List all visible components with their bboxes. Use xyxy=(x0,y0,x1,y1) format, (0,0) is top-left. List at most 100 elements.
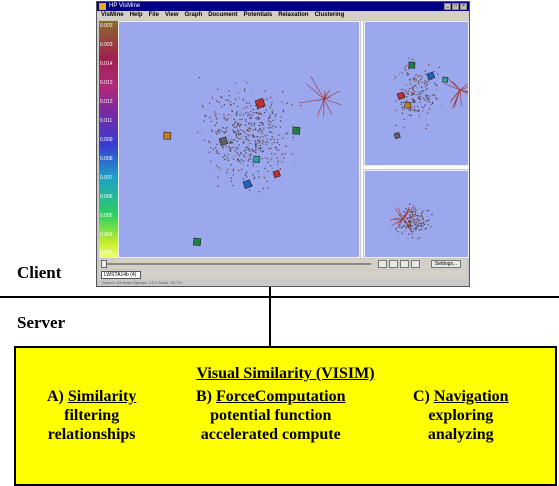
point-marker xyxy=(422,225,424,227)
point-marker xyxy=(244,88,246,90)
close-button[interactable]: × xyxy=(460,3,467,10)
point-marker xyxy=(239,129,241,131)
point-marker xyxy=(252,174,254,176)
control-button[interactable] xyxy=(389,260,398,268)
point-marker xyxy=(434,97,437,99)
point-marker xyxy=(259,128,261,130)
scale-tick: 0.013 xyxy=(100,80,113,86)
point-marker xyxy=(436,73,439,75)
control-button[interactable] xyxy=(378,260,387,268)
point-marker xyxy=(263,99,265,101)
control-button[interactable] xyxy=(411,260,420,268)
point-marker xyxy=(219,132,221,134)
cluster-cube xyxy=(408,61,416,69)
point-marker xyxy=(246,176,248,178)
point-marker xyxy=(239,125,241,128)
link-line xyxy=(449,89,461,103)
point-marker xyxy=(280,120,282,122)
menu-document[interactable]: Document xyxy=(208,12,238,18)
point-marker xyxy=(411,210,413,212)
point-marker xyxy=(204,139,206,142)
point-marker xyxy=(284,153,286,155)
settings-button[interactable]: Settings... xyxy=(431,260,461,268)
point-marker xyxy=(424,81,426,84)
document-tab[interactable]: LWSTA14b (4) xyxy=(101,271,141,279)
point-marker xyxy=(250,105,252,107)
point-marker xyxy=(234,122,236,125)
point-marker xyxy=(232,158,235,160)
point-marker xyxy=(283,157,285,159)
point-marker xyxy=(430,103,432,105)
point-marker xyxy=(248,127,250,129)
point-marker xyxy=(230,164,232,166)
time-slider[interactable] xyxy=(101,260,371,268)
point-marker xyxy=(269,165,272,167)
menu-clustering[interactable]: Clustering xyxy=(314,12,345,18)
point-marker xyxy=(407,224,409,226)
component-forcecomputation: B) ForceComputation potential function a… xyxy=(196,387,345,444)
point-marker xyxy=(275,146,277,149)
minimize-button[interactable]: _ xyxy=(444,3,451,10)
scale-tick: 0.003 xyxy=(100,23,113,29)
point-marker xyxy=(230,142,232,144)
point-marker xyxy=(238,134,240,136)
point-marker xyxy=(236,124,238,127)
menu-vismine[interactable]: VisMine xyxy=(101,12,124,18)
overview-view[interactable] xyxy=(364,21,469,166)
point-marker xyxy=(420,78,422,80)
cluster-cube xyxy=(396,91,406,101)
view-splitter-horizontal[interactable] xyxy=(363,166,469,169)
point-marker xyxy=(409,217,411,219)
point-marker xyxy=(216,113,218,115)
view-splitter-vertical[interactable] xyxy=(361,21,363,258)
point-marker xyxy=(414,207,416,209)
point-marker xyxy=(228,114,230,116)
point-marker xyxy=(261,132,263,134)
menu-file[interactable]: File xyxy=(148,12,159,18)
point-marker xyxy=(403,215,405,217)
point-marker xyxy=(250,111,252,113)
point-marker xyxy=(412,88,414,90)
point-marker xyxy=(225,145,227,147)
point-marker xyxy=(407,218,409,220)
point-marker xyxy=(435,84,437,86)
point-marker xyxy=(240,123,242,126)
menu-relaxation[interactable]: Relaxation xyxy=(278,12,309,18)
point-marker xyxy=(242,98,244,100)
point-marker xyxy=(413,81,415,83)
menu-view[interactable]: View xyxy=(164,12,179,18)
cluster-cube xyxy=(272,169,281,179)
point-marker xyxy=(282,91,284,93)
point-marker xyxy=(252,173,254,175)
main-graph-view[interactable] xyxy=(118,21,360,258)
point-marker xyxy=(427,110,429,112)
point-marker xyxy=(271,136,273,138)
point-marker xyxy=(225,127,227,129)
point-marker xyxy=(410,94,412,96)
point-marker xyxy=(250,128,252,130)
point-marker xyxy=(244,89,247,91)
point-marker xyxy=(423,97,425,99)
main-point-cloud xyxy=(163,76,342,247)
point-marker xyxy=(225,115,227,117)
menu-graph[interactable]: Graph xyxy=(184,12,203,18)
menu-help[interactable]: Help xyxy=(129,12,143,18)
point-marker xyxy=(418,82,420,84)
maximize-button[interactable]: □ xyxy=(452,3,459,10)
slider-knob[interactable] xyxy=(101,260,107,268)
point-marker xyxy=(267,187,269,189)
control-button[interactable] xyxy=(400,260,409,268)
point-marker xyxy=(242,114,244,116)
point-marker xyxy=(251,124,253,126)
point-marker xyxy=(417,222,420,224)
point-marker xyxy=(266,98,268,100)
menu-potentials[interactable]: Potentials xyxy=(243,12,273,18)
link-line xyxy=(402,215,418,220)
point-marker xyxy=(231,110,233,112)
point-marker xyxy=(413,106,415,108)
point-marker xyxy=(269,105,272,107)
detail-view[interactable] xyxy=(364,170,469,258)
point-marker xyxy=(225,99,227,101)
point-marker xyxy=(426,210,428,212)
link-line xyxy=(459,89,468,93)
